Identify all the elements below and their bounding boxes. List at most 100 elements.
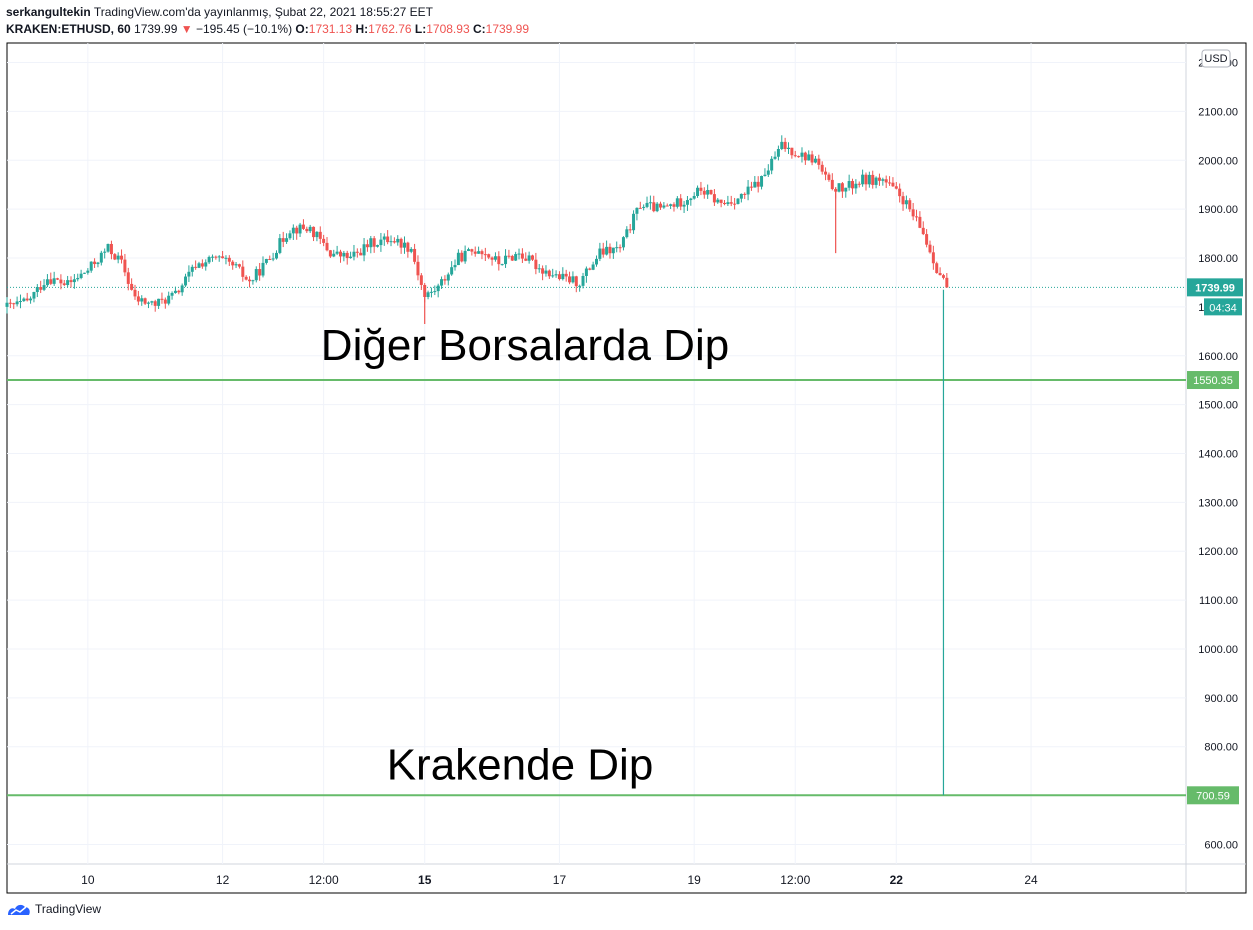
hline-price-label: 1550.35 [1193,375,1233,387]
footer-brand[interactable]: TradingView [35,902,102,916]
candle-body [477,251,481,254]
candle-body [93,261,97,265]
candle-body [871,174,875,185]
candle [601,242,605,258]
candle-body [621,237,625,248]
candle-body [123,259,127,273]
candle [712,189,716,206]
candle-body [894,186,898,189]
candle-body [167,295,171,304]
candle [696,185,700,198]
candle [837,183,841,193]
candle-body [89,261,93,271]
candle-series [5,135,949,796]
candle [736,198,740,205]
candle [844,187,848,198]
candle-body [440,279,444,286]
candle [99,250,103,266]
candle [376,244,380,248]
candle [342,250,346,262]
candle-body [234,264,238,266]
candle-body [766,170,770,175]
candle-body [342,252,346,257]
candle-body [487,254,491,258]
author-name[interactable]: serkangultekin [6,5,91,19]
candle-body [770,158,774,171]
price-axis[interactable]: 600.00700.00800.00900.001000.001100.0012… [1187,49,1243,851]
price-tick-label: 600.00 [1204,839,1238,851]
candle [574,275,578,293]
candle-body [237,264,241,267]
candle-body [120,255,124,260]
candle [709,189,713,196]
candle [739,193,743,203]
candle [672,202,676,212]
candle [925,229,929,248]
candle [268,255,272,261]
candle-body [797,156,801,158]
candle-body [413,248,417,262]
candle [470,248,474,256]
candle-body [184,276,188,286]
candle [699,181,703,196]
candle-body [888,182,892,184]
candle [726,195,730,206]
candle [497,251,501,271]
candle-body [42,285,46,290]
price-tick-label: 800.00 [1204,742,1238,754]
candle-body [615,247,619,249]
candle-body [739,193,743,199]
candle-body [328,250,332,257]
candle [510,254,514,262]
candle-body [534,259,538,270]
candle-body [150,301,154,303]
time-axis[interactable]: 10 12 12:00 15 17 19 12:00 22 24 [81,873,1038,887]
candle-body [130,283,134,290]
candle [527,251,531,264]
candle [170,291,174,300]
candle-body [338,251,342,257]
countdown-badge [1204,298,1242,316]
candle [214,255,218,260]
candle-body [295,227,299,234]
candle [487,253,491,260]
candle [463,245,467,264]
candle [493,252,497,262]
candle [773,151,777,160]
candle [419,273,423,291]
candle-body [372,238,376,247]
candle [285,233,289,244]
candle [901,191,905,211]
candle-body [325,242,329,251]
candle [692,192,696,200]
candle-body [406,242,410,252]
candle-body [483,254,487,256]
candle-body [861,174,865,185]
candle [662,202,666,209]
candle [261,256,265,278]
candle [251,279,255,285]
candle [392,237,396,244]
candle [490,256,494,266]
candle-body [76,277,80,280]
candle-body [113,254,117,260]
candle-body [227,257,231,262]
candle-body [625,229,629,238]
candle-body [426,292,430,297]
symbol-label[interactable]: KRAKEN:ETHUSD, 60 [6,22,131,36]
candle-body [675,198,679,207]
candle [824,167,828,181]
candle-body [221,256,225,259]
candle-body [925,234,929,245]
candle-body [82,272,86,274]
candle [345,250,349,265]
candle-body [392,241,396,243]
tradingview-logo-icon[interactable] [7,902,31,916]
candle [187,265,191,282]
price-chart[interactable]: 600.00700.00800.00900.001000.001100.0012… [0,0,1253,900]
candle-body [520,253,524,259]
candle [446,272,450,286]
candle [530,254,534,261]
candle-body [743,193,747,195]
candle [749,181,753,191]
